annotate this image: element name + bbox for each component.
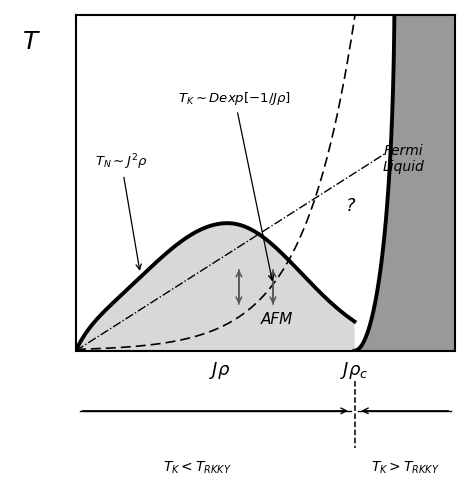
Text: $T_K< T_{RKKY}$: $T_K< T_{RKKY}$ (163, 460, 232, 476)
Polygon shape (76, 223, 355, 351)
Text: $T_K>T_{RKKY}$: $T_K>T_{RKKY}$ (371, 460, 440, 476)
Text: ?: ? (346, 197, 356, 215)
Text: T: T (23, 30, 38, 54)
Text: $J\rho$: $J\rho$ (209, 360, 231, 381)
Text: $T_K \sim Dexp[-1/J\rho]$: $T_K \sim Dexp[-1/J\rho]$ (178, 90, 291, 280)
Polygon shape (355, 15, 455, 351)
Text: $T_N \sim J^2\rho$: $T_N \sim J^2\rho$ (95, 152, 148, 270)
Text: Fermi
Liquid: Fermi Liquid (383, 144, 425, 174)
Text: $J\rho_c$: $J\rho_c$ (340, 360, 369, 381)
Text: AFM: AFM (261, 312, 293, 327)
